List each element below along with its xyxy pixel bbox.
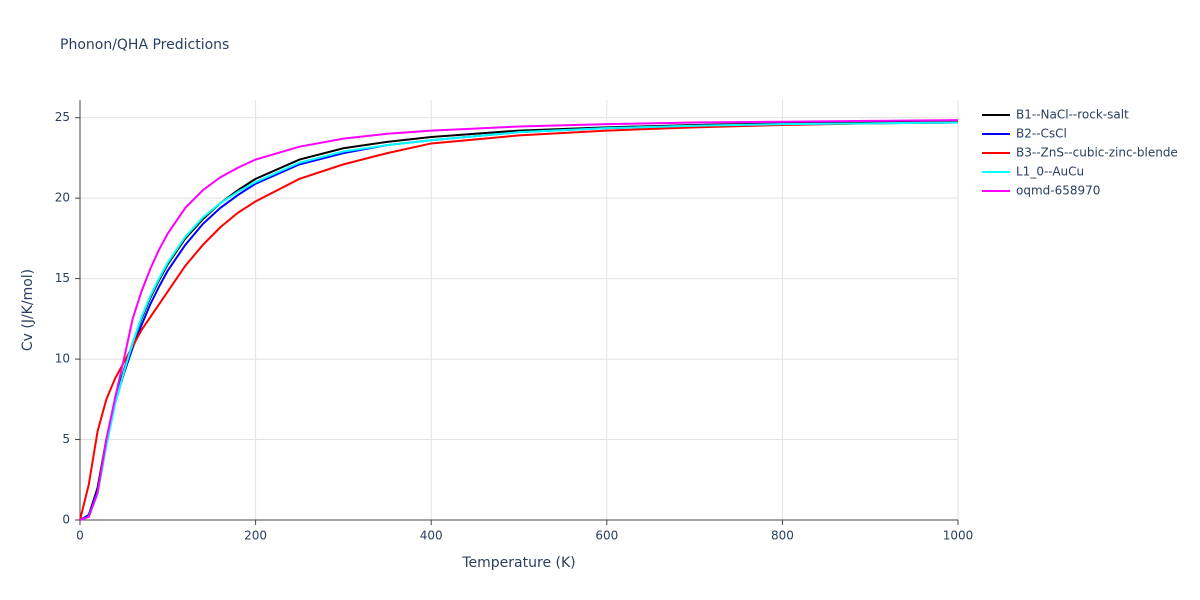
- series-line: [79, 121, 959, 521]
- y-tick-label: 20: [55, 191, 70, 205]
- legend-label: L1_0--AuCu: [1016, 165, 1084, 179]
- y-axis-title: Cv (J/K/mol): [20, 269, 36, 351]
- series-line: [79, 119, 959, 521]
- y-tick-label: 5: [62, 432, 70, 446]
- series-line: [79, 121, 959, 521]
- legend-label: oqmd-658970: [1016, 184, 1100, 198]
- x-tick-label: 200: [244, 529, 267, 543]
- x-axis-title: Temperature (K): [461, 555, 575, 571]
- x-tick-label: 1000: [943, 529, 974, 543]
- y-tick-label: 15: [55, 271, 70, 285]
- y-tick-label: 10: [55, 352, 70, 366]
- series-line: [79, 120, 959, 521]
- chart-title: Phonon/QHA Predictions: [60, 37, 229, 53]
- legend-label: B2--CsCl: [1016, 127, 1067, 141]
- y-tick-label: 25: [55, 110, 70, 124]
- x-tick-label: 800: [771, 529, 794, 543]
- y-tick-label: 0: [62, 513, 70, 527]
- legend-label: B3--ZnS--cubic-zinc-blende: [1016, 146, 1178, 160]
- series-line: [79, 121, 959, 521]
- legend-label: B1--NaCl--rock-salt: [1016, 108, 1129, 122]
- x-tick-label: 400: [420, 529, 443, 543]
- x-tick-label: 600: [595, 529, 618, 543]
- x-tick-label: 0: [76, 529, 84, 543]
